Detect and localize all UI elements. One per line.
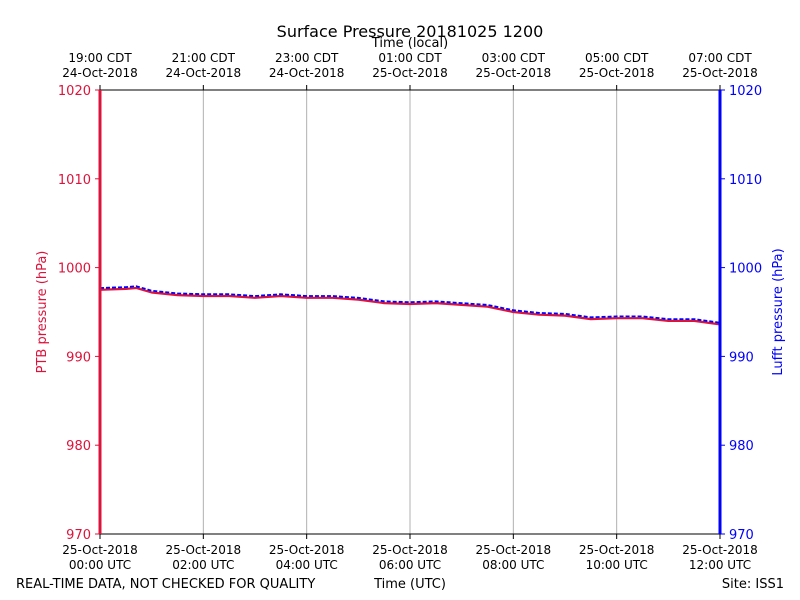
top-tick-time: 03:00 CDT — [482, 51, 546, 65]
top-tick-date: 24-Oct-2018 — [166, 66, 242, 80]
right-tick-label: 980 — [729, 439, 754, 454]
bottom-tick-time: 02:00 UTC — [172, 558, 234, 572]
left-tick-label: 1010 — [58, 173, 91, 188]
right-tick-label: 1020 — [729, 84, 762, 99]
top-tick-date: 25-Oct-2018 — [579, 66, 655, 80]
top-tick-date: 24-Oct-2018 — [62, 66, 138, 80]
right-axis-label: Lufft pressure (hPa) — [771, 248, 786, 375]
top-tick-time: 07:00 CDT — [688, 51, 752, 65]
footer-site-label: Site: ISS1 — [722, 577, 784, 592]
right-tick-label: 970 — [729, 528, 754, 543]
series-line-ptb — [99, 286, 721, 326]
gridlines — [202, 90, 618, 534]
bottom-tick-time: 12:00 UTC — [689, 558, 751, 572]
left-tick-label: 970 — [66, 528, 91, 543]
top-tick-time: 23:00 CDT — [275, 51, 339, 65]
top-tick-time: 05:00 CDT — [585, 51, 649, 65]
left-axis-label: PTB pressure (hPa) — [35, 251, 50, 374]
bottom-tick-time: 00:00 UTC — [69, 558, 131, 572]
bottom-tick-time: 06:00 UTC — [379, 558, 441, 572]
right-y-ticks: 970 980 990 1000 1010 1020 — [720, 84, 762, 543]
footer-x-axis-label: Time (UTC) — [373, 577, 446, 592]
bottom-tick-date: 25-Oct-2018 — [682, 543, 758, 557]
footer-quality-note: REAL-TIME DATA, NOT CHECKED FOR QUALITY — [16, 577, 315, 592]
bottom-tick-time: 04:00 UTC — [276, 558, 338, 572]
bottom-tick-date: 25-Oct-2018 — [62, 543, 138, 557]
right-tick-label: 1010 — [729, 173, 762, 188]
right-tick-label: 990 — [729, 350, 754, 365]
bottom-tick-date: 25-Oct-2018 — [166, 543, 242, 557]
bottom-tick-date: 25-Oct-2018 — [579, 543, 655, 557]
bottom-tick-time: 08:00 UTC — [482, 558, 544, 572]
chart-title: Surface Pressure 20181025 1200 — [277, 22, 544, 41]
top-tick-time: 21:00 CDT — [172, 51, 236, 65]
left-tick-label: 990 — [66, 350, 91, 365]
left-y-ticks: 970 980 990 1000 1010 1020 — [58, 84, 100, 543]
top-axis-label: Time (local) — [371, 36, 448, 51]
top-tick-time: 01:00 CDT — [378, 51, 442, 65]
top-tick-date: 25-Oct-2018 — [682, 66, 758, 80]
right-tick-label: 1000 — [729, 262, 762, 277]
bottom-tick-date: 25-Oct-2018 — [372, 543, 448, 557]
top-tick-time: 19:00 CDT — [68, 51, 132, 65]
top-tick-date: 24-Oct-2018 — [269, 66, 345, 80]
top-tick-date: 25-Oct-2018 — [372, 66, 448, 80]
bottom-tick-time: 10:00 UTC — [586, 558, 648, 572]
left-tick-label: 1020 — [58, 84, 91, 99]
bottom-tick-date: 25-Oct-2018 — [269, 543, 345, 557]
left-tick-label: 1000 — [58, 262, 91, 277]
series-lines — [99, 285, 721, 326]
top-tick-date: 25-Oct-2018 — [476, 66, 552, 80]
bottom-tick-date: 25-Oct-2018 — [476, 543, 552, 557]
left-tick-label: 980 — [66, 439, 91, 454]
